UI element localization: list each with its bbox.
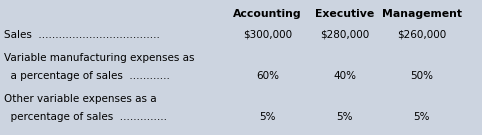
Text: percentage of sales  ..............: percentage of sales .............. — [4, 112, 167, 122]
Text: 50%: 50% — [410, 71, 433, 81]
Text: a percentage of sales  ............: a percentage of sales ............ — [4, 71, 170, 81]
Text: Executive: Executive — [315, 9, 374, 19]
Text: 5%: 5% — [336, 112, 353, 122]
Text: Other variable expenses as a: Other variable expenses as a — [4, 94, 157, 104]
Text: $260,000: $260,000 — [397, 30, 446, 40]
Text: $300,000: $300,000 — [243, 30, 292, 40]
Text: 40%: 40% — [333, 71, 356, 81]
Text: Accounting: Accounting — [233, 9, 302, 19]
Text: Sales  ....................................: Sales ..................................… — [4, 30, 160, 40]
Text: 5%: 5% — [414, 112, 430, 122]
Text: 5%: 5% — [259, 112, 276, 122]
Text: Variable manufacturing expenses as: Variable manufacturing expenses as — [4, 53, 194, 63]
Text: Management: Management — [382, 9, 462, 19]
Text: $280,000: $280,000 — [320, 30, 369, 40]
Text: 60%: 60% — [256, 71, 279, 81]
